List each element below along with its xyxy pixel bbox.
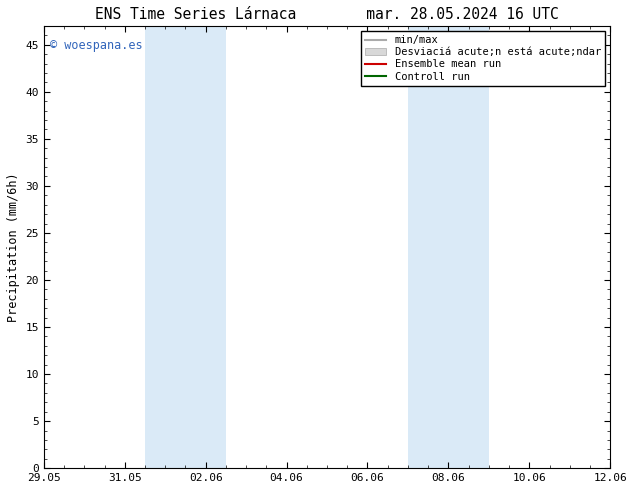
Bar [408, 26, 448, 468]
Title: ENS Time Series Lárnaca        mar. 28.05.2024 16 UTC: ENS Time Series Lárnaca mar. 28.05.2024 … [95, 7, 559, 22]
Legend: min/max, Desviaciá acute;n está acute;ndar, Ensemble mean run, Controll run: min/max, Desviaciá acute;n está acute;nd… [361, 31, 605, 86]
Bar [145, 26, 185, 468]
Y-axis label: Precipitation (mm/6h): Precipitation (mm/6h) [7, 172, 20, 322]
Bar [448, 26, 489, 468]
Text: © woespana.es: © woespana.es [49, 39, 142, 52]
Bar [185, 26, 226, 468]
